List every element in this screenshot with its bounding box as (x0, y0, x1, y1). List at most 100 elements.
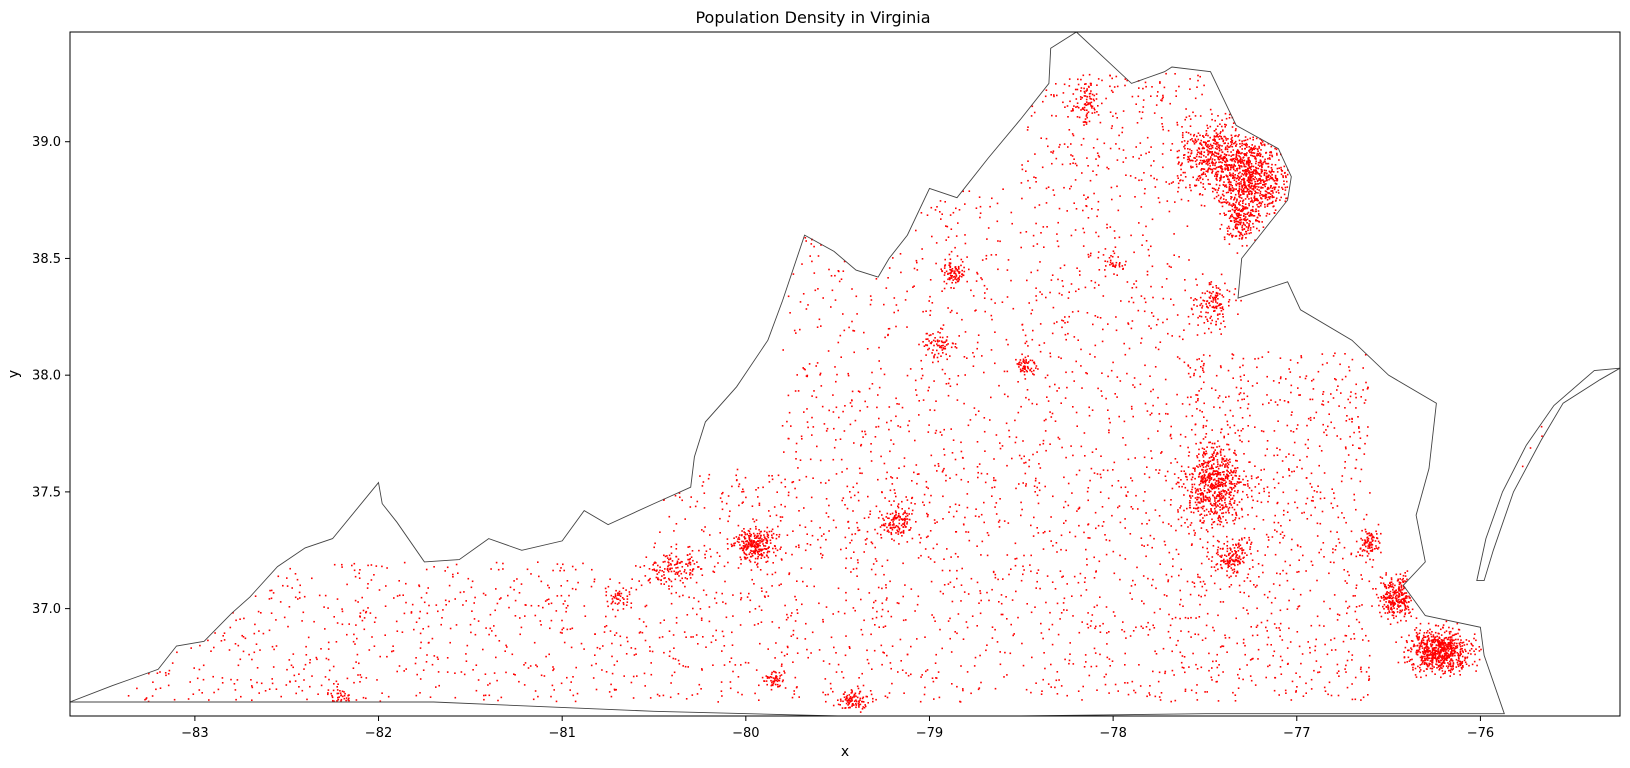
density-point (1229, 552, 1231, 555)
density-point (559, 569, 561, 572)
density-point (1234, 550, 1236, 552)
density-point (395, 620, 398, 623)
density-point (1238, 555, 1241, 557)
density-point (1280, 166, 1282, 169)
density-point (1225, 186, 1228, 188)
density-point (1224, 156, 1226, 159)
density-point (747, 546, 750, 548)
density-point (1067, 116, 1069, 118)
density-point (1431, 651, 1433, 654)
density-point (1208, 283, 1211, 286)
density-point (769, 542, 772, 544)
density-point (1178, 485, 1180, 488)
density-point (1238, 201, 1240, 204)
density-point (1459, 664, 1462, 667)
density-point (1440, 676, 1442, 679)
density-point (1255, 183, 1257, 185)
density-point (1418, 632, 1421, 635)
density-point (1383, 596, 1385, 598)
density-point (752, 532, 755, 535)
density-point (661, 575, 663, 577)
density-point (851, 705, 853, 707)
density-point (898, 512, 900, 515)
density-point (1399, 582, 1401, 585)
density-point (379, 655, 381, 658)
density-point (1085, 115, 1088, 117)
density-point (1428, 637, 1430, 639)
density-point (1202, 456, 1205, 458)
density-point (775, 671, 777, 674)
density-point (427, 587, 429, 589)
density-point (1284, 200, 1287, 203)
density-point (1432, 647, 1434, 650)
density-point (358, 572, 360, 575)
density-point (1221, 504, 1224, 507)
density-point (1242, 191, 1245, 193)
density-point (758, 529, 760, 531)
density-point (1280, 168, 1283, 171)
density-point (1085, 121, 1088, 124)
density-point (500, 696, 503, 699)
density-point (1203, 168, 1206, 170)
density-point (1172, 181, 1174, 183)
density-point (1213, 451, 1215, 453)
density-point (1380, 615, 1383, 618)
density-point (259, 649, 261, 651)
density-point (611, 601, 614, 604)
density-point (945, 282, 948, 285)
density-point (1478, 650, 1481, 652)
density-point (1029, 369, 1031, 371)
density-point (296, 578, 299, 581)
density-point (1389, 608, 1392, 610)
density-point (1229, 491, 1231, 493)
density-point (1387, 584, 1390, 586)
density-point (1428, 654, 1430, 657)
density-point (1196, 149, 1199, 152)
density-point (1228, 493, 1230, 495)
density-point (851, 704, 854, 706)
density-point (1226, 289, 1229, 291)
density-point (1268, 213, 1271, 215)
density-point (471, 610, 473, 612)
density-point (234, 643, 237, 645)
density-point (159, 687, 162, 689)
density-point (1257, 183, 1260, 185)
density-point (1215, 466, 1217, 468)
density-point (767, 550, 769, 553)
density-point (550, 602, 553, 605)
density-point (667, 570, 670, 573)
density-point (848, 699, 850, 702)
density-point (1255, 158, 1257, 160)
density-point (1403, 651, 1405, 653)
density-point (1226, 550, 1229, 553)
density-point (1080, 90, 1082, 92)
density-point (1109, 259, 1112, 262)
density-point (1254, 199, 1256, 201)
density-point (258, 630, 260, 632)
density-point (1176, 314, 1179, 316)
density-point (1032, 373, 1034, 375)
density-point (1414, 667, 1417, 670)
density-point (1216, 125, 1219, 127)
density-point (1403, 615, 1406, 618)
density-point (1204, 452, 1206, 455)
density-point (356, 637, 358, 640)
density-point (1246, 173, 1248, 176)
density-point (1217, 505, 1219, 507)
density-point (1451, 659, 1454, 662)
density-point (1217, 144, 1220, 146)
density-point (1093, 108, 1096, 111)
density-point (1219, 474, 1222, 476)
density-point (1248, 181, 1251, 183)
density-point (1244, 198, 1247, 200)
density-point (625, 653, 628, 655)
density-point (848, 706, 851, 709)
density-point (1027, 366, 1029, 369)
density-point (428, 604, 430, 607)
density-point (1228, 202, 1231, 204)
density-point (448, 584, 451, 587)
density-point (1227, 225, 1230, 228)
density-point (1238, 221, 1240, 223)
density-point (848, 697, 851, 700)
density-point (1427, 622, 1430, 625)
